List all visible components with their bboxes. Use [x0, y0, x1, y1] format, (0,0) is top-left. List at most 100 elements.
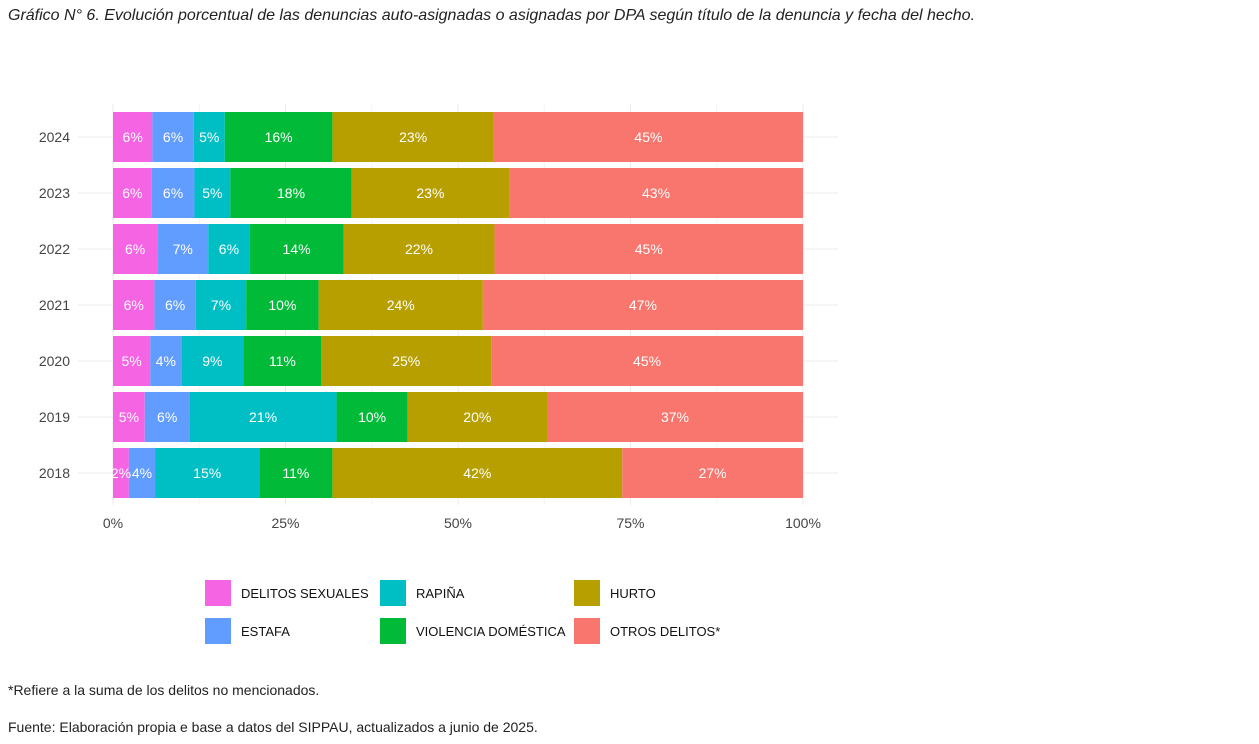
- bar-segment: [493, 112, 803, 162]
- bar-segment: [151, 168, 195, 218]
- bar-segment: [195, 280, 247, 330]
- bar-segment: [155, 448, 260, 498]
- source-note: Fuente: Elaboración propia e base a dato…: [8, 719, 538, 735]
- y-tick-label: 2018: [39, 465, 70, 481]
- bar-segment: [154, 280, 196, 330]
- data-label: 7%: [211, 297, 231, 313]
- bar-segment: [491, 336, 803, 386]
- legend-label: HURTO: [610, 585, 656, 601]
- axes: 2024 2023 2022 2021 2020 2019 2018 0% 25% 50% 75% 1…: [39, 129, 821, 531]
- bar-segment: [230, 168, 352, 218]
- bar-segment: [494, 224, 803, 274]
- bar-segment: [113, 448, 129, 498]
- footnote: *Refiere a la suma de los delitos no men…: [8, 682, 320, 698]
- x-tick-label: 0%: [103, 515, 123, 531]
- bar-segment: [332, 448, 623, 498]
- data-label: 27%: [699, 465, 727, 481]
- data-label: 37%: [661, 409, 689, 425]
- bar-segment: [189, 392, 337, 442]
- bars: [113, 112, 803, 498]
- bar-segment: [150, 336, 182, 386]
- data-label: 5%: [202, 185, 222, 201]
- bar-segment: [128, 448, 156, 498]
- bar-segment: [181, 336, 244, 386]
- y-tick-label: 2024: [39, 129, 70, 145]
- data-label: 5%: [122, 353, 142, 369]
- data-label: 6%: [124, 297, 144, 313]
- legend-swatch: [380, 580, 406, 606]
- bar-segment: [622, 448, 803, 498]
- stacked-bar-chart: 6% 6% 5% 16% 23% 45%6% 6% 5% 18% 23% 43%6% 7% 6% 14% 2…: [39, 104, 838, 531]
- bar-segment: [509, 168, 803, 218]
- legend-item: RAPIÑA: [380, 580, 464, 606]
- data-label: 15%: [193, 465, 221, 481]
- legend-item: OTROS DELITOS*: [574, 618, 720, 644]
- bar-segment: [351, 168, 510, 218]
- data-label: 6%: [163, 129, 183, 145]
- y-tick-label: 2021: [39, 297, 70, 313]
- data-label: 4%: [132, 465, 152, 481]
- bar-segment: [113, 112, 153, 162]
- legend-swatch: [574, 618, 600, 644]
- data-label: 43%: [642, 185, 670, 201]
- data-label: 6%: [219, 241, 239, 257]
- data-label: 11%: [282, 465, 309, 481]
- data-label: 5%: [119, 409, 139, 425]
- data-label: 9%: [202, 353, 222, 369]
- data-label: 45%: [635, 241, 663, 257]
- data-label: 4%: [156, 353, 176, 369]
- legend-label: OTROS DELITOS*: [610, 623, 721, 639]
- data-label: 45%: [634, 129, 662, 145]
- data-label: 5%: [199, 129, 219, 145]
- bar-segment: [113, 280, 155, 330]
- data-label: 23%: [399, 129, 427, 145]
- data-label: 6%: [122, 185, 142, 201]
- bar-segment: [113, 392, 145, 442]
- data-label: 6%: [123, 129, 143, 145]
- data-label: 24%: [387, 297, 415, 313]
- data-label: 6%: [125, 241, 145, 257]
- bar-segment: [321, 336, 492, 386]
- x-tick-label: 25%: [271, 515, 299, 531]
- bar-segment: [246, 280, 319, 330]
- bar-segment: [113, 168, 152, 218]
- data-label: 47%: [629, 297, 657, 313]
- legend-label: DELITOS SEXUALES: [241, 585, 369, 601]
- bar-segment: [224, 112, 333, 162]
- bar-segment: [194, 168, 231, 218]
- bar-labels: 6% 6% 5% 16% 23% 45% 6% 6% 5% 18% 23% 43% 6% 7% 6% 14% 2…: [111, 129, 727, 481]
- bar-segment: [332, 112, 494, 162]
- x-tick-label: 50%: [444, 515, 472, 531]
- data-label: 20%: [463, 409, 491, 425]
- bar-segment: [482, 280, 803, 330]
- data-label: 10%: [268, 297, 296, 313]
- bar-segment: [152, 112, 194, 162]
- y-tick-label: 2020: [39, 353, 70, 369]
- x-tick-label: 75%: [616, 515, 644, 531]
- data-label: 6%: [157, 409, 177, 425]
- legend-swatch: [380, 618, 406, 644]
- y-tick-label: 2022: [39, 241, 70, 257]
- bar-segment: [259, 448, 333, 498]
- bar-segment: [318, 280, 483, 330]
- data-label: 7%: [173, 241, 193, 257]
- bar-segment: [113, 336, 151, 386]
- legend-item: HURTO: [574, 580, 656, 606]
- bar-segment: [249, 224, 344, 274]
- data-label: 2%: [111, 465, 131, 481]
- bar-segment: [336, 392, 408, 442]
- data-label: 11%: [269, 353, 296, 369]
- data-label: 22%: [405, 241, 433, 257]
- chart-title: Gráfico N° 6. Evolución porcentual de la…: [8, 7, 976, 24]
- bar-segment: [193, 112, 225, 162]
- data-label: 25%: [392, 353, 420, 369]
- data-label: 14%: [283, 241, 311, 257]
- bar-segment: [144, 392, 190, 442]
- data-label: 18%: [277, 185, 305, 201]
- data-label: 21%: [249, 409, 277, 425]
- bar-segment: [208, 224, 250, 274]
- bar-segment: [547, 392, 803, 442]
- y-tick-label: 2023: [39, 185, 70, 201]
- legend-swatch: [205, 618, 231, 644]
- data-label: 6%: [163, 185, 183, 201]
